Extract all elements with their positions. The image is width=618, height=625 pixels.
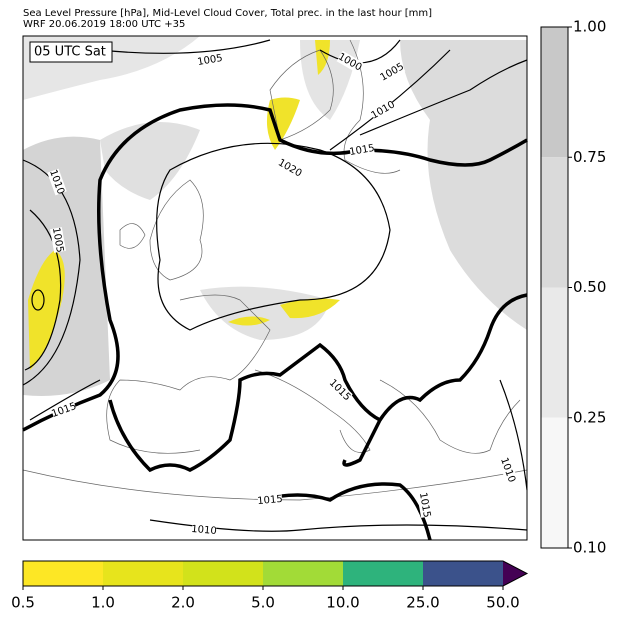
isobar-1015 <box>22 103 528 541</box>
header-title: Sea Level Pressure [hPa], Mid-Level Clou… <box>23 8 432 19</box>
colorbar-tick-label: 0.25 <box>573 408 606 426</box>
colorbar-segment <box>423 561 503 586</box>
isobar-label-bg <box>197 52 223 68</box>
isobar-label-bg <box>378 60 406 84</box>
isobar-label-bg <box>50 400 78 420</box>
isobar-label: 1005 <box>50 227 65 254</box>
colorbar-segment <box>343 561 423 586</box>
isobar-labels: 1005 1000 10051010101510201010100510151015… <box>47 50 518 538</box>
colorbar-extend <box>503 561 527 586</box>
colorbar-tick-label: 2.0 <box>171 594 195 612</box>
isobar-label-bg <box>369 98 397 122</box>
map-frame <box>22 35 528 541</box>
colorbar-segment <box>263 561 343 586</box>
colorbar-tick-label: 10.0 <box>326 594 359 612</box>
isobar-label: 1015 <box>349 143 376 158</box>
colorbar-tick-label: 0.5 <box>11 594 35 612</box>
colorbar-segment <box>23 561 103 586</box>
colorbar-segment <box>183 561 263 586</box>
colorbar-tick-label: 1.0 <box>91 594 115 612</box>
colorbar-segment <box>103 561 183 586</box>
colorbar-tick-label: 25.0 <box>406 594 439 612</box>
isobar-label: 1015 <box>417 492 432 519</box>
precip-colorbar: 0.5 1.0 2.0 5.0 10.0 25.0 50.0 <box>11 560 529 612</box>
isobar-label: 1015 <box>257 494 283 507</box>
isobar-label-bg <box>498 456 518 484</box>
colorbar-tick-label: 0.75 <box>573 148 606 166</box>
isobar-label-bg <box>336 50 364 74</box>
colorbar-segment <box>541 157 568 288</box>
colorbar-tick-label: 0.50 <box>573 278 606 296</box>
isobar-label-bg <box>257 492 283 508</box>
isobar-label-bg <box>417 492 433 518</box>
isobar-label-bg <box>47 168 67 196</box>
colorbar-segment <box>541 417 568 548</box>
isobar-label-bg <box>191 522 217 538</box>
colorbar-segment <box>541 27 568 158</box>
isobar-label: 1010 <box>191 524 217 537</box>
coastlines <box>22 39 528 501</box>
precipitation <box>28 40 340 370</box>
colorbar-frame <box>22 560 529 587</box>
header-subtitle: WRF 20.06.2019 18:00 UTC +35 <box>23 19 185 30</box>
time-box <box>29 41 113 63</box>
colorbar-segment <box>541 287 568 418</box>
isobar-label: 1005 <box>197 53 224 68</box>
colorbar-tick-label: 1.00 <box>573 18 606 36</box>
time-label: 05 UTC Sat <box>34 45 106 60</box>
isobar-label-bg <box>50 227 66 253</box>
colorbar-tick-label: 5.0 <box>251 594 275 612</box>
isobar-label-bg <box>327 377 353 403</box>
isobar-label-bg <box>349 142 375 158</box>
map: 05 UTC Sat 1005 1000 100510101015102010101… <box>22 35 528 541</box>
cloud-colorbar: 1.00 0.75 0.50 0.25 0.10 <box>540 18 606 557</box>
colorbar-tick-label: 50.0 <box>486 594 519 612</box>
isobar-label-bg <box>276 156 304 180</box>
colorbar-tick-label: 0.10 <box>573 539 606 557</box>
